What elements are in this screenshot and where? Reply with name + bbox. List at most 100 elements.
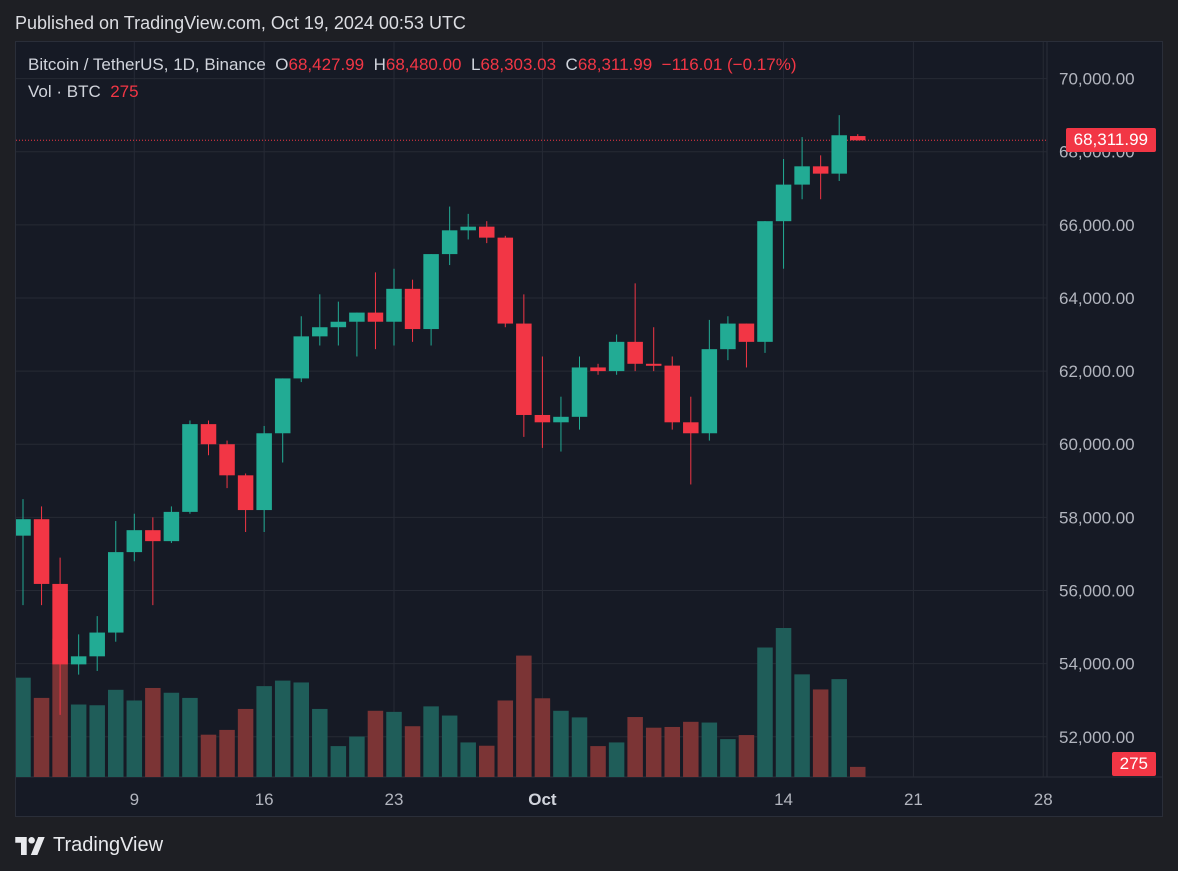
high-label: H: [373, 55, 386, 74]
volume-bar: [441, 715, 458, 777]
y-tick-label: 58,000.00: [1059, 508, 1135, 527]
y-tick-label: 62,000.00: [1059, 362, 1135, 381]
volume-bar: [33, 697, 50, 777]
candle-body: [775, 184, 792, 222]
volume-bar: [516, 655, 532, 777]
volume-bar: [775, 628, 792, 777]
candle-body: [794, 166, 810, 185]
candle-body: [274, 378, 291, 434]
volume-bar: [608, 742, 625, 777]
candle-body: [182, 424, 198, 512]
candle-body: [460, 226, 476, 231]
close-value: 68,311.99: [577, 55, 653, 74]
x-tick-label: 9: [130, 790, 139, 809]
candle-body: [163, 511, 180, 542]
low-label: L: [470, 55, 481, 74]
candle-body: [70, 656, 87, 665]
candle-body: [664, 365, 680, 423]
candle-body: [738, 323, 755, 342]
open-value: 68,427.99: [288, 55, 365, 74]
volume-bar: [645, 727, 662, 777]
volume-bar: [312, 708, 328, 777]
volume-bar: [850, 766, 866, 777]
y-tick-label: 64,000.00: [1059, 289, 1135, 308]
candle-body: [850, 136, 866, 141]
volume-tag: 275: [1111, 752, 1156, 776]
candle-body: [757, 221, 773, 342]
x-tick-label: 14: [774, 790, 793, 809]
volume-bar: [163, 692, 180, 777]
volume-bar: [720, 739, 736, 777]
volume-bar: [423, 706, 439, 777]
change-value: −116.01 (−0.17%): [661, 55, 797, 74]
candle-body: [16, 519, 31, 536]
low-value: 68,303.03: [480, 55, 557, 74]
candle-body: [683, 422, 699, 434]
y-tick-label: 54,000.00: [1059, 655, 1135, 674]
volume-bar: [553, 710, 569, 777]
volume-bar: [590, 746, 606, 777]
footer-branding[interactable]: TradingView: [15, 834, 163, 857]
volume-bar: [479, 745, 495, 777]
ohlc-legend: Bitcoin / TetherUS, 1D, Binance O68,427.…: [28, 55, 796, 75]
volume-label: Vol · BTC: [28, 82, 101, 101]
chart-area[interactable]: 70,000.00 68,000.00 66,000.00 64,000.00 62,0…: [15, 41, 1163, 817]
volume-bar: [701, 722, 718, 777]
volume-bar: [404, 726, 421, 777]
x-tick-label: 23: [385, 790, 404, 809]
candle-body: [386, 288, 402, 322]
volume-value: 275: [110, 82, 139, 101]
candle-body: [812, 166, 829, 174]
candle-body: [516, 323, 532, 415]
candle-body: [330, 321, 347, 328]
volume-bar: [627, 717, 643, 777]
volume-bar: [274, 680, 291, 777]
tradingview-logo-icon: [15, 836, 45, 855]
published-line: Published on TradingView.com, Oct 19, 20…: [15, 13, 466, 33]
candle-body: [831, 135, 847, 174]
volume-legend: Vol · BTC 275: [28, 82, 139, 102]
candle-body: [312, 327, 328, 337]
candle-body: [441, 230, 458, 255]
candle-body: [590, 367, 606, 372]
candle-body: [108, 552, 124, 633]
candle-body: [571, 367, 588, 417]
candle-body: [534, 414, 551, 423]
candle-body: [479, 226, 495, 238]
high-value: 68,480.00: [385, 55, 462, 74]
volume-bar: [219, 729, 235, 777]
volume-bar: [812, 689, 829, 777]
y-tick-label: 66,000.00: [1059, 216, 1135, 235]
candle-body: [237, 475, 254, 511]
volume-bar: [460, 742, 476, 777]
volume-bar: [89, 705, 105, 777]
y-tick-label: 70,000.00: [1059, 70, 1135, 89]
close-label: C: [565, 55, 578, 74]
volume-bar: [256, 686, 272, 777]
open-label: O: [275, 55, 289, 74]
x-tick-label: Oct: [528, 790, 557, 809]
footer-brand-text: TradingView: [53, 834, 164, 856]
candle-body: [627, 341, 643, 364]
volume-bar: [70, 704, 87, 777]
x-tick-label: 16: [255, 790, 274, 809]
volume-bar: [664, 726, 680, 777]
candle-body: [645, 363, 662, 366]
y-tick-label: 60,000.00: [1059, 435, 1135, 454]
volume-bar: [386, 711, 402, 777]
volume-bar: [683, 721, 699, 777]
last-price-tag: 68,311.99: [1065, 128, 1156, 153]
candle-body: [404, 288, 421, 330]
candle-body: [553, 416, 569, 423]
candle-body: [52, 583, 68, 665]
volume-bar: [349, 736, 365, 777]
candle-body: [256, 433, 272, 511]
volume-bar: [108, 689, 124, 777]
volume-bar: [571, 717, 588, 777]
volume-bar: [330, 746, 347, 777]
volume-bar: [738, 735, 755, 777]
candle-body: [701, 349, 718, 434]
symbol-label: Bitcoin / TetherUS, 1D, Binance: [28, 55, 266, 74]
candlestick-chart[interactable]: 70,000.0068,000.0066,000.0064,000.0062,0…: [16, 42, 1163, 817]
x-tick-label: 21: [904, 790, 923, 809]
